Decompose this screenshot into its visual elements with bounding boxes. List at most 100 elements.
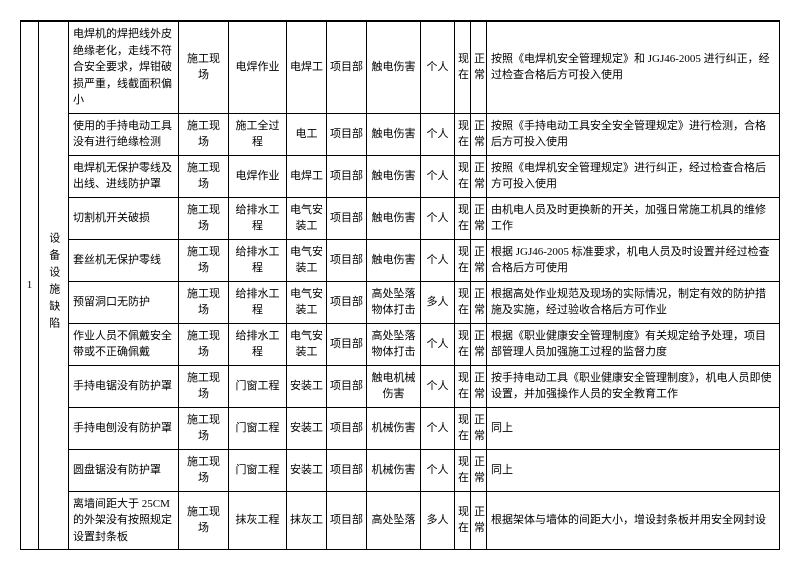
index-cell: 1 bbox=[21, 22, 39, 550]
who-cell: 个人 bbox=[421, 323, 455, 365]
desc-cell: 切割机开关破损 bbox=[69, 197, 179, 239]
desc-cell: 离墙间距大于 25CM 的外架没有按照规定设置封条板 bbox=[69, 491, 179, 550]
status2-cell: 正常 bbox=[471, 113, 487, 155]
worker-cell: 安装工 bbox=[287, 365, 327, 407]
table-row: 1设备设施缺陷电焊机的焊把线外皮绝缘老化，走线不符合安全要求，焊钳破损严重，线截… bbox=[21, 22, 780, 114]
table-row: 作业人员不佩戴安全带或不正确佩戴施工现场给排水工程电气安装工项目部高处坠落物体打… bbox=[21, 323, 780, 365]
location-cell: 施工现场 bbox=[179, 323, 229, 365]
action-cell: 按照《电焊机安全管理规定》进行纠正，经过检查合格后方可投入使用 bbox=[487, 155, 780, 197]
dept-cell: 项目部 bbox=[327, 197, 367, 239]
worker-cell: 电气安装工 bbox=[287, 197, 327, 239]
location-cell: 施工现场 bbox=[179, 22, 229, 114]
action-cell: 根据《职业健康安全管理制度》有关规定给予处理，项目部管理人员加强施工过程的监督力… bbox=[487, 323, 780, 365]
hazard-cell: 机械伤害 bbox=[367, 449, 421, 491]
status1-cell: 现在 bbox=[455, 155, 471, 197]
desc-cell: 电焊机的焊把线外皮绝缘老化，走线不符合安全要求，焊钳破损严重，线截面积偏小 bbox=[69, 22, 179, 114]
action-cell: 同上 bbox=[487, 407, 780, 449]
hazard-cell: 触电伤害 bbox=[367, 239, 421, 281]
category-cell: 设备设施缺陷 bbox=[39, 22, 69, 550]
table-row: 电焊机无保护零线及出线、进线防护罩施工现场电焊作业电焊工项目部触电伤害个人现在正… bbox=[21, 155, 780, 197]
who-cell: 个人 bbox=[421, 197, 455, 239]
process-cell: 给排水工程 bbox=[229, 323, 287, 365]
dept-cell: 项目部 bbox=[327, 323, 367, 365]
process-cell: 给排水工程 bbox=[229, 239, 287, 281]
dept-cell: 项目部 bbox=[327, 407, 367, 449]
status2-cell: 正常 bbox=[471, 449, 487, 491]
location-cell: 施工现场 bbox=[179, 491, 229, 550]
worker-cell: 电焊工 bbox=[287, 155, 327, 197]
process-cell: 给排水工程 bbox=[229, 281, 287, 323]
worker-cell: 电气安装工 bbox=[287, 239, 327, 281]
desc-cell: 圆盘锯没有防护罩 bbox=[69, 449, 179, 491]
hazard-cell: 触电伤害 bbox=[367, 197, 421, 239]
action-cell: 按照《电焊机安全管理规定》和 JGJ46-2005 进行纠正，经过检查合格后方可… bbox=[487, 22, 780, 114]
worker-cell: 安装工 bbox=[287, 407, 327, 449]
location-cell: 施工现场 bbox=[179, 155, 229, 197]
table-row: 圆盘锯没有防护罩施工现场门窗工程安装工项目部机械伤害个人现在正常同上 bbox=[21, 449, 780, 491]
status2-cell: 正常 bbox=[471, 491, 487, 550]
who-cell: 多人 bbox=[421, 281, 455, 323]
status2-cell: 正常 bbox=[471, 281, 487, 323]
worker-cell: 电气安装工 bbox=[287, 281, 327, 323]
location-cell: 施工现场 bbox=[179, 113, 229, 155]
hazard-cell: 触电伤害 bbox=[367, 155, 421, 197]
location-cell: 施工现场 bbox=[179, 365, 229, 407]
desc-cell: 电焊机无保护零线及出线、进线防护罩 bbox=[69, 155, 179, 197]
table-row: 使用的手持电动工具没有进行绝缘检测施工现场施工全过程电工项目部触电伤害个人现在正… bbox=[21, 113, 780, 155]
desc-cell: 作业人员不佩戴安全带或不正确佩戴 bbox=[69, 323, 179, 365]
process-cell: 给排水工程 bbox=[229, 197, 287, 239]
status2-cell: 正常 bbox=[471, 239, 487, 281]
status2-cell: 正常 bbox=[471, 155, 487, 197]
table-row: 手持电锯没有防护罩施工现场门窗工程安装工项目部触电机械伤害个人现在正常按手持电动… bbox=[21, 365, 780, 407]
worker-cell: 电工 bbox=[287, 113, 327, 155]
action-cell: 同上 bbox=[487, 449, 780, 491]
location-cell: 施工现场 bbox=[179, 239, 229, 281]
action-cell: 由机电人员及时更换新的开关，加强日常施工机具的维修工作 bbox=[487, 197, 780, 239]
table-row: 离墙间距大于 25CM 的外架没有按照规定设置封条板施工现场抹灰工程抹灰工项目部… bbox=[21, 491, 780, 550]
table-row: 切割机开关破损施工现场给排水工程电气安装工项目部触电伤害个人现在正常由机电人员及… bbox=[21, 197, 780, 239]
dept-cell: 项目部 bbox=[327, 22, 367, 114]
hazard-cell: 触电伤害 bbox=[367, 113, 421, 155]
location-cell: 施工现场 bbox=[179, 281, 229, 323]
who-cell: 个人 bbox=[421, 113, 455, 155]
action-cell: 根据高处作业规范及现场的实际情况，制定有效的防护措施及实施，经过验收合格后方可作… bbox=[487, 281, 780, 323]
status1-cell: 现在 bbox=[455, 449, 471, 491]
status1-cell: 现在 bbox=[455, 323, 471, 365]
process-cell: 电焊作业 bbox=[229, 22, 287, 114]
who-cell: 个人 bbox=[421, 239, 455, 281]
location-cell: 施工现场 bbox=[179, 449, 229, 491]
table-row: 预留洞口无防护施工现场给排水工程电气安装工项目部高处坠落物体打击多人现在正常根据… bbox=[21, 281, 780, 323]
page-container: 1设备设施缺陷电焊机的焊把线外皮绝缘老化，走线不符合安全要求，焊钳破损严重，线截… bbox=[20, 20, 780, 550]
hazard-cell: 机械伤害 bbox=[367, 407, 421, 449]
hazard-cell: 高处坠落 bbox=[367, 491, 421, 550]
status1-cell: 现在 bbox=[455, 22, 471, 114]
dept-cell: 项目部 bbox=[327, 365, 367, 407]
worker-cell: 安装工 bbox=[287, 449, 327, 491]
desc-cell: 手持电锯没有防护罩 bbox=[69, 365, 179, 407]
desc-cell: 套丝机无保护零线 bbox=[69, 239, 179, 281]
dept-cell: 项目部 bbox=[327, 155, 367, 197]
hazard-cell: 触电机械伤害 bbox=[367, 365, 421, 407]
action-cell: 按手持电动工具《职业健康安全管理制度》，机电人员即使设置，并加强操作人员的安全教… bbox=[487, 365, 780, 407]
who-cell: 个人 bbox=[421, 449, 455, 491]
safety-table: 1设备设施缺陷电焊机的焊把线外皮绝缘老化，走线不符合安全要求，焊钳破损严重，线截… bbox=[20, 21, 780, 550]
desc-cell: 手持电刨没有防护罩 bbox=[69, 407, 179, 449]
action-cell: 根据架体与墙体的间距大小，增设封条板并用安全网封设 bbox=[487, 491, 780, 550]
action-cell: 按照《手持电动工具安全安全管理规定》进行检测，合格后方可投入使用 bbox=[487, 113, 780, 155]
process-cell: 抹灰工程 bbox=[229, 491, 287, 550]
table-row: 套丝机无保护零线施工现场给排水工程电气安装工项目部触电伤害个人现在正常根据 JG… bbox=[21, 239, 780, 281]
dept-cell: 项目部 bbox=[327, 491, 367, 550]
status1-cell: 现在 bbox=[455, 281, 471, 323]
dept-cell: 项目部 bbox=[327, 239, 367, 281]
status2-cell: 正常 bbox=[471, 22, 487, 114]
status1-cell: 现在 bbox=[455, 197, 471, 239]
process-cell: 施工全过程 bbox=[229, 113, 287, 155]
desc-cell: 预留洞口无防护 bbox=[69, 281, 179, 323]
process-cell: 门窗工程 bbox=[229, 449, 287, 491]
who-cell: 多人 bbox=[421, 491, 455, 550]
process-cell: 电焊作业 bbox=[229, 155, 287, 197]
status2-cell: 正常 bbox=[471, 407, 487, 449]
hazard-cell: 触电伤害 bbox=[367, 22, 421, 114]
desc-cell: 使用的手持电动工具没有进行绝缘检测 bbox=[69, 113, 179, 155]
who-cell: 个人 bbox=[421, 22, 455, 114]
